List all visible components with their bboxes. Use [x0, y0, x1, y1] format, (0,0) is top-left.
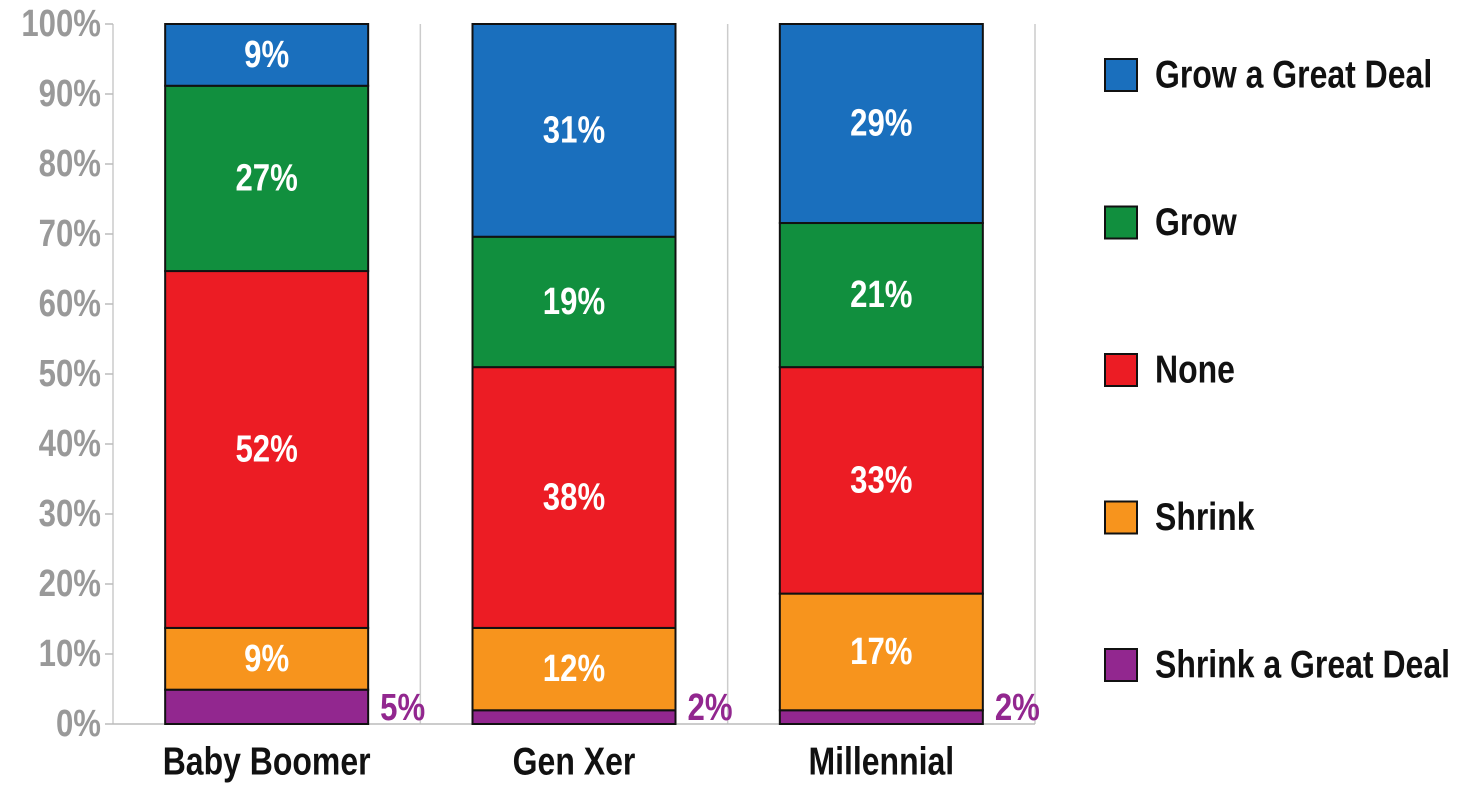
data-label-group: 31% — [543, 110, 605, 152]
data-label: 52% — [235, 429, 297, 471]
data-label: 12% — [543, 648, 605, 690]
bar-segment — [164, 23, 370, 87]
y-tick-label: 70% — [39, 213, 101, 255]
y-tick-label-group: 30% — [39, 493, 101, 535]
bar-segment — [778, 592, 984, 712]
bar-segment — [471, 709, 677, 726]
data-label: 5% — [380, 687, 425, 729]
y-tick-label: 0% — [56, 703, 101, 745]
bar-segment — [778, 23, 984, 225]
data-label-group: 9% — [244, 34, 289, 76]
bar-segment — [778, 366, 984, 595]
data-label-group: 2% — [688, 687, 733, 729]
data-label-group: 9% — [244, 638, 289, 680]
legend-swatch — [1104, 353, 1138, 387]
data-label: 21% — [850, 274, 912, 316]
data-label: 9% — [244, 638, 289, 680]
bar-segment — [164, 270, 370, 629]
x-tick-label-group: Baby Boomer — [163, 739, 371, 783]
y-tick-label-group: 60% — [39, 283, 101, 325]
data-label-group: 52% — [235, 429, 297, 471]
data-label: 19% — [543, 281, 605, 323]
x-tick-label-group: Gen Xer — [513, 739, 636, 783]
legend-label-group: Shrink — [1155, 495, 1255, 539]
legend-label: Grow — [1155, 200, 1237, 244]
data-label-group: 12% — [543, 648, 605, 690]
y-tick-label-group: 100% — [21, 3, 101, 45]
data-label-group: 21% — [850, 274, 912, 316]
y-tick-label-group: 90% — [39, 73, 101, 115]
bar-segment — [778, 709, 984, 726]
x-tick-label: Baby Boomer — [163, 739, 371, 783]
data-label-group: 19% — [543, 281, 605, 323]
y-tick-label-group: 10% — [39, 633, 101, 675]
y-tick-label: 50% — [39, 353, 101, 395]
legend-label: Grow a Great Deal — [1155, 52, 1432, 96]
data-label: 2% — [995, 687, 1040, 729]
data-label: 2% — [688, 687, 733, 729]
x-tick-label-group: Millennial — [808, 739, 954, 783]
bar-segment — [471, 626, 677, 712]
y-tick-label: 20% — [39, 563, 101, 605]
bar-segment — [164, 626, 370, 691]
bar-segment — [164, 688, 370, 726]
legend-swatch — [1104, 58, 1138, 92]
y-tick-label: 30% — [39, 493, 101, 535]
data-label-group: 29% — [850, 103, 912, 145]
legend-swatch — [1104, 205, 1138, 240]
bar-segment — [164, 84, 370, 273]
bar-segment — [471, 23, 677, 238]
data-label-group: 33% — [850, 460, 912, 502]
y-tick-label-group: 70% — [39, 213, 101, 255]
data-label-group: 5% — [380, 687, 425, 729]
legend-label: Shrink — [1155, 495, 1255, 539]
y-tick-label-group: 20% — [39, 563, 101, 605]
data-label: 33% — [850, 460, 912, 502]
legend-label-group: Shrink a Great Deal — [1155, 642, 1450, 686]
data-label-group: 17% — [850, 631, 912, 673]
y-tick-label: 100% — [21, 3, 101, 45]
y-tick-label-group: 80% — [39, 143, 101, 185]
y-tick-label: 40% — [39, 423, 101, 465]
y-tick-label: 10% — [39, 633, 101, 675]
bar-segment — [471, 366, 677, 629]
y-tick-label-group: 40% — [39, 423, 101, 465]
data-label: 17% — [850, 631, 912, 673]
data-label: 27% — [235, 158, 297, 200]
x-tick-label: Gen Xer — [513, 739, 636, 783]
y-tick-label-group: 50% — [39, 353, 101, 395]
legend-label: Shrink a Great Deal — [1155, 642, 1450, 686]
data-label-group: 38% — [543, 477, 605, 519]
legend-label-group: Grow a Great Deal — [1155, 52, 1432, 96]
legend-swatch — [1104, 500, 1138, 535]
data-label: 31% — [543, 110, 605, 152]
data-label-group: 2% — [995, 687, 1040, 729]
legend-swatch — [1104, 648, 1138, 682]
y-tick-label: 90% — [39, 73, 101, 115]
x-tick-label: Millennial — [808, 739, 954, 783]
legend-label-group: Grow — [1155, 200, 1237, 244]
legend-label-group: None — [1155, 347, 1235, 391]
y-tick-label: 60% — [39, 283, 101, 325]
data-label-group: 27% — [235, 158, 297, 200]
data-label: 38% — [543, 477, 605, 519]
bar-segment — [778, 222, 984, 369]
legend-label: None — [1155, 347, 1235, 391]
data-label: 29% — [850, 103, 912, 145]
data-label: 9% — [244, 34, 289, 76]
y-tick-label: 80% — [39, 143, 101, 185]
y-tick-label-group: 0% — [56, 703, 101, 745]
